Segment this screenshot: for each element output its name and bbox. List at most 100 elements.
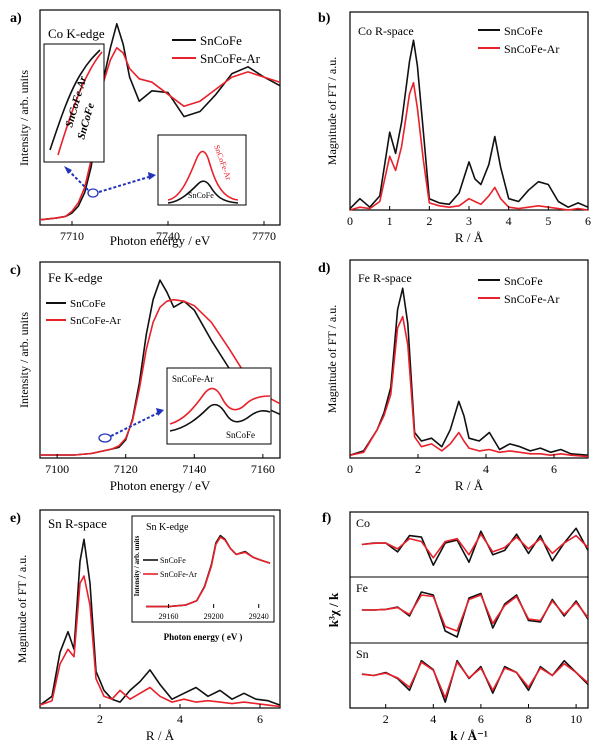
x-tick-label: 6 xyxy=(257,712,263,726)
x-tick-label: 8 xyxy=(526,712,532,726)
legend-label-sncofe: SnCoFe xyxy=(504,274,543,288)
inset-ylabel: Intensity / arb. units xyxy=(133,535,141,596)
panel-a: a) Co K-edge SnCoFe SnCoFe-Ar SnCoFe-Ar … xyxy=(10,9,281,248)
inset-label: SnCoFe xyxy=(226,430,255,440)
series-line-sncofe-ar xyxy=(40,298,281,456)
x-tick-label: 0 xyxy=(347,462,353,476)
panel-e-xlabel: R / Å xyxy=(146,728,175,743)
inset-xticks: 29160 29200 29240 xyxy=(159,604,269,621)
x-tick-label: 1 xyxy=(387,214,393,228)
legend-label-sncofe: SnCoFe xyxy=(70,298,106,310)
series-line-sncofe-ar xyxy=(39,575,281,708)
panel-d: d) Fe R-space SnCoFe SnCoFe-Ar 0 2 4 6 R / … xyxy=(318,259,589,493)
panel-c-legend: SnCoFe SnCoFe-Ar xyxy=(46,298,121,327)
zoom-arrowhead-right xyxy=(148,172,156,180)
series-line-sncofe-ar xyxy=(39,47,281,221)
panel-b-legend: SnCoFe SnCoFe-Ar xyxy=(478,24,559,56)
panel-a-ylabel: Intensity / arb. units xyxy=(17,70,31,166)
inset-right-frame xyxy=(157,134,247,206)
panel-e: e) Sn R-space Sn K-edge SnCoFe SnCoFe-Ar… xyxy=(10,509,281,743)
panel-d-xlabel: R / Å xyxy=(455,478,484,493)
inset-right-curve-sncofe xyxy=(167,180,239,204)
x-tick-label: 7710 xyxy=(60,229,84,243)
x-tick-label: 2 xyxy=(415,462,421,476)
x-tick-label: 7740 xyxy=(156,229,180,243)
panel-c-xticks: 7100 7120 7140 7160 xyxy=(45,454,275,476)
x-tick-label: 4 xyxy=(483,462,489,476)
panel-a-xlabel: Photon energy / eV xyxy=(110,233,211,248)
panel-b-label: b) xyxy=(318,11,331,26)
inset-plot xyxy=(146,534,271,608)
inset-curve-sncofe-ar xyxy=(169,387,271,425)
panel-c-frame xyxy=(39,261,281,459)
legend-label-sncofe: SnCoFe xyxy=(504,24,543,38)
x-tick-label: 2 xyxy=(383,712,389,726)
panel-e-frame xyxy=(39,509,281,709)
panel-b-plot xyxy=(349,39,589,211)
panel-d-frame xyxy=(349,259,589,459)
x-tick-label: 6 xyxy=(585,214,591,228)
series-line-co-sncofe xyxy=(361,527,589,566)
x-tick-label: 7120 xyxy=(114,462,138,476)
x-tick-label: 7140 xyxy=(182,462,206,476)
panel-e-label: e) xyxy=(10,511,21,526)
series-line-sncofe xyxy=(349,287,589,456)
panel-d-title: Fe R-space xyxy=(358,271,412,285)
panel-c-xlabel: Photon energy / eV xyxy=(110,478,211,493)
panel-b: b) Co R-space SnCoFe SnCoFe-Ar 0 1 2 3 4 5 6 R… xyxy=(318,11,591,245)
panel-b-ylabel: Magnitude of FT / a.u. xyxy=(325,57,339,165)
x-tick-label: 29200 xyxy=(204,612,224,621)
zoom-arrow xyxy=(110,411,161,437)
inset-legend-label-sncofe: SnCoFe xyxy=(160,556,186,565)
panel-c-label: c) xyxy=(10,263,21,278)
panel-f-xticks: 2 4 6 8 10 xyxy=(383,704,582,726)
legend-label-sncofe-ar: SnCoFe-Ar xyxy=(70,315,121,327)
inset-curve-sncofe xyxy=(169,403,271,432)
panel-d-label: d) xyxy=(318,261,331,276)
panel-d-plot xyxy=(349,287,589,458)
panel-f-xlabel: k / Å⁻¹ xyxy=(450,728,488,743)
x-tick-label: 6 xyxy=(478,712,484,726)
legend-label-sncofe-ar: SnCoFe-Ar xyxy=(504,42,559,56)
panel-f-label: f) xyxy=(322,511,332,526)
inset-title: Sn K-edge xyxy=(146,522,189,533)
panel-f-frame xyxy=(349,511,589,709)
legend-label-sncofe-ar: SnCoFe-Ar xyxy=(504,292,559,306)
x-tick-label: 10 xyxy=(570,712,582,726)
panel-f-ylabel: k³χ / k xyxy=(326,592,341,627)
inset-label-ar: SnCoFe-Ar xyxy=(172,374,214,384)
series-line-sn-sncofe xyxy=(361,659,589,703)
x-tick-label: 2 xyxy=(97,712,103,726)
x-tick-label: 5 xyxy=(545,214,551,228)
panel-c-plot xyxy=(40,279,281,456)
panel-c-ylabel: Intensity / arb. units xyxy=(17,312,31,408)
series-line-sncofe-ar xyxy=(349,315,589,458)
panel-b-xlabel: R / Å xyxy=(455,230,484,245)
x-tick-label: 7100 xyxy=(45,462,69,476)
panel-f-plot xyxy=(361,527,589,703)
panel-d-ylabel: Magnitude of FT / a.u. xyxy=(325,305,339,413)
panel-e-inset: Sn K-edge SnCoFe SnCoFe-Ar 29160 29200 292… xyxy=(131,515,275,642)
zoom-arrow-right xyxy=(98,175,153,193)
stack-label-sn: Sn xyxy=(356,647,369,661)
series-line-sncofe xyxy=(39,538,281,706)
panel-e-title: Sn R-space xyxy=(48,516,107,531)
inset-xlabel: Photon energy ( eV ) xyxy=(164,632,243,642)
series-line-sncofe xyxy=(349,39,589,210)
panel-e-xticks: 2 4 6 xyxy=(97,704,263,726)
x-tick-label: 4 xyxy=(430,712,436,726)
stack-label-fe: Fe xyxy=(356,581,368,595)
x-tick-label: 6 xyxy=(551,462,557,476)
panel-d-xticks: 0 2 4 6 xyxy=(347,454,557,476)
series-line-fe-sncofe xyxy=(361,591,589,638)
inset-legend-label-sncofe-ar: SnCoFe-Ar xyxy=(160,570,197,579)
zoom-arrowhead-left xyxy=(64,166,72,174)
stack-label-co: Co xyxy=(356,516,370,530)
zoom-marker xyxy=(87,188,99,198)
series-line-sncofe-ar xyxy=(349,81,589,211)
panel-e-ylabel: Magnitude of FT / a.u. xyxy=(15,555,29,663)
series-line-co-sncofe-ar xyxy=(361,533,589,559)
panel-f: f) Co Fe Sn 2 4 6 8 10 k / Å⁻¹ k³χ / k xyxy=(322,511,589,743)
panel-c-zoom-arrows xyxy=(98,408,164,443)
